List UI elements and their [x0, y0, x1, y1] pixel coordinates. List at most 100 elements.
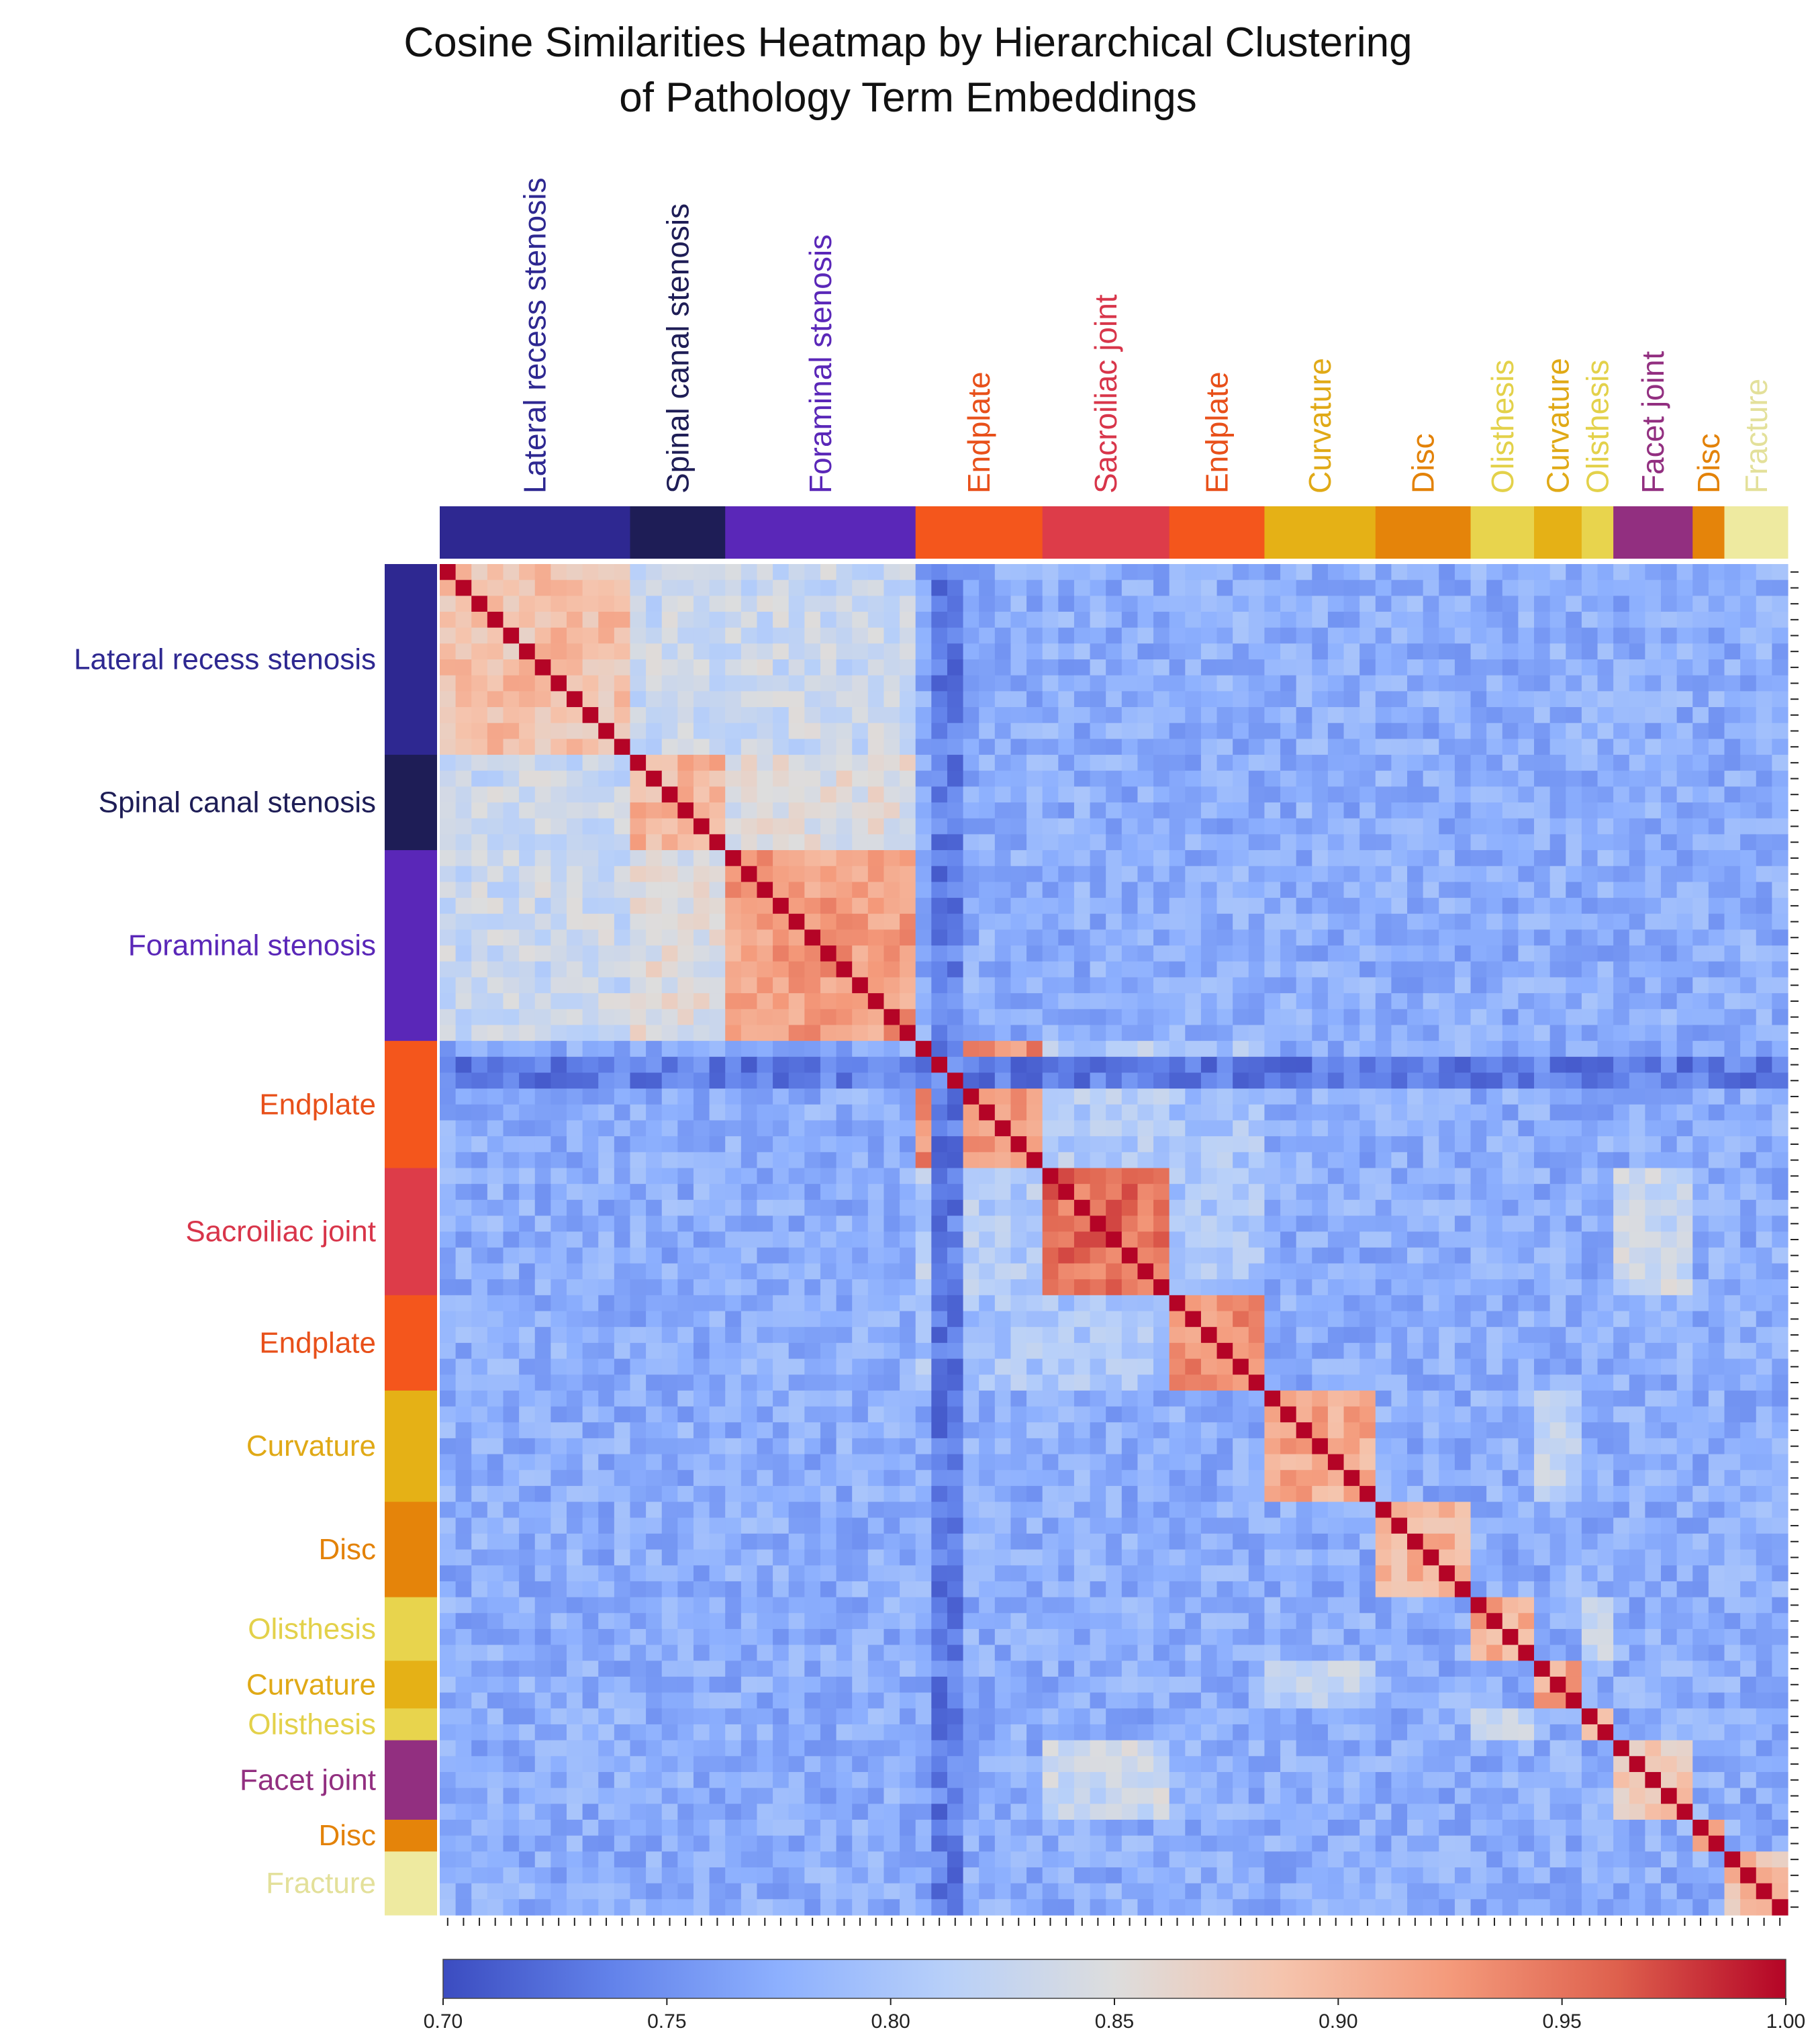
heatmap-cell — [804, 1358, 821, 1375]
heatmap-cell — [1391, 1358, 1408, 1375]
heatmap-cell — [1233, 1390, 1249, 1407]
heatmap-cell — [646, 834, 663, 851]
heatmap-cell — [1534, 1136, 1551, 1153]
heatmap-cell — [1518, 913, 1535, 931]
heatmap-cell — [1740, 1406, 1757, 1423]
heatmap-cell — [1185, 739, 1202, 755]
heatmap-cell — [1454, 579, 1472, 596]
heatmap-cell — [1058, 882, 1075, 898]
heatmap-cell — [1391, 929, 1408, 946]
heatmap-cell — [566, 1199, 583, 1217]
heatmap-cell — [534, 1056, 551, 1074]
heatmap-cell — [1200, 882, 1218, 898]
heatmap-cell — [1073, 579, 1091, 596]
heatmap-cell — [1233, 1184, 1249, 1201]
heatmap-cell — [1454, 770, 1472, 787]
heatmap-cell — [646, 755, 663, 772]
heatmap-cell — [1359, 723, 1376, 739]
heatmap-cell — [646, 1454, 663, 1471]
heatmap-cell — [1216, 1120, 1233, 1137]
heatmap-cell — [1756, 770, 1772, 787]
heatmap-cell — [614, 1358, 631, 1375]
heatmap-cell — [867, 834, 885, 851]
heatmap-cell — [1772, 1232, 1788, 1248]
heatmap-cell — [503, 1295, 520, 1312]
heatmap-cell — [1106, 1104, 1122, 1121]
heatmap-cell — [1407, 1104, 1424, 1121]
heatmap-cell — [1010, 866, 1027, 883]
heatmap-cell — [1597, 1311, 1614, 1328]
heatmap-cell — [1502, 977, 1519, 994]
heatmap-cell — [1327, 1199, 1345, 1217]
heatmap-cell — [1169, 1358, 1186, 1375]
heatmap-cell — [1756, 802, 1772, 819]
heatmap-cell — [1486, 1056, 1503, 1074]
heatmap-cell — [693, 1279, 710, 1296]
heatmap-cell — [1502, 707, 1519, 724]
heatmap-cell — [534, 564, 551, 581]
heatmap-cell — [1058, 802, 1075, 819]
heatmap-cell — [1518, 1232, 1535, 1248]
heatmap-cell — [1454, 1199, 1472, 1217]
heatmap-cell — [1280, 659, 1297, 676]
heatmap-cell — [1121, 834, 1139, 851]
heatmap-cell — [1391, 691, 1408, 708]
heatmap-cell — [1581, 1342, 1598, 1360]
heatmap-cell — [614, 1390, 631, 1407]
heatmap-cell — [693, 1454, 710, 1471]
heatmap-cell — [1375, 1375, 1392, 1391]
heatmap-cell — [1312, 739, 1329, 755]
heatmap-cell — [487, 977, 504, 994]
heatmap-cell — [693, 1375, 710, 1391]
heatmap-cell — [979, 564, 996, 581]
heatmap-cell — [947, 1454, 964, 1471]
heatmap-cell — [1200, 1120, 1218, 1137]
heatmap-cell — [1454, 834, 1472, 851]
heatmap-cell — [1090, 1232, 1106, 1248]
heatmap-cell — [1740, 1311, 1757, 1328]
heatmap-cell — [1470, 1025, 1487, 1041]
heatmap-cell — [566, 898, 583, 915]
heatmap-cell — [709, 1454, 726, 1471]
heatmap-cell — [1676, 675, 1693, 692]
heatmap-cell — [820, 1215, 837, 1232]
heatmap-cell — [1724, 1454, 1741, 1471]
heatmap-cell — [1042, 834, 1059, 851]
heatmap-cell — [1613, 1056, 1630, 1074]
heatmap-cell — [1200, 1199, 1218, 1217]
heatmap-cell — [1708, 707, 1725, 724]
heatmap-cell — [883, 1088, 900, 1105]
heatmap-cell — [1169, 1025, 1186, 1041]
heatmap-cell — [804, 1422, 821, 1439]
heatmap-cell — [551, 977, 567, 994]
heatmap-cell — [1296, 1072, 1312, 1089]
heatmap-cell — [1423, 1041, 1439, 1058]
heatmap-cell — [1169, 913, 1186, 931]
heatmap-cell — [1280, 1390, 1297, 1407]
heatmap-cell — [1073, 1120, 1091, 1137]
heatmap-cell — [1327, 1136, 1345, 1153]
heatmap-cell — [455, 1390, 472, 1407]
heatmap-cell — [1121, 564, 1139, 581]
heatmap-cell — [1692, 1327, 1709, 1344]
heatmap-cell — [1661, 1342, 1678, 1360]
heatmap-cell — [1058, 1184, 1075, 1201]
heatmap-cell — [1407, 834, 1424, 851]
heatmap-cell — [994, 882, 1012, 898]
heatmap-cell — [1264, 1168, 1281, 1184]
heatmap-cell — [1042, 1247, 1059, 1264]
heatmap-cell — [534, 627, 551, 644]
heatmap-cell — [1486, 1120, 1503, 1137]
heatmap-cell — [1280, 1041, 1297, 1058]
heatmap-cell — [883, 1358, 900, 1375]
heatmap-cell — [836, 1311, 853, 1328]
heatmap-cell — [867, 866, 885, 883]
heatmap-cell — [1534, 1438, 1551, 1455]
heatmap-cell — [709, 898, 726, 915]
column-group-swatch — [1613, 506, 1693, 559]
heatmap-cell — [1708, 1327, 1725, 1344]
heatmap-cell — [1391, 1263, 1408, 1280]
heatmap-cell — [979, 882, 996, 898]
heatmap-cell — [1073, 739, 1091, 755]
heatmap-cell — [1581, 755, 1598, 772]
